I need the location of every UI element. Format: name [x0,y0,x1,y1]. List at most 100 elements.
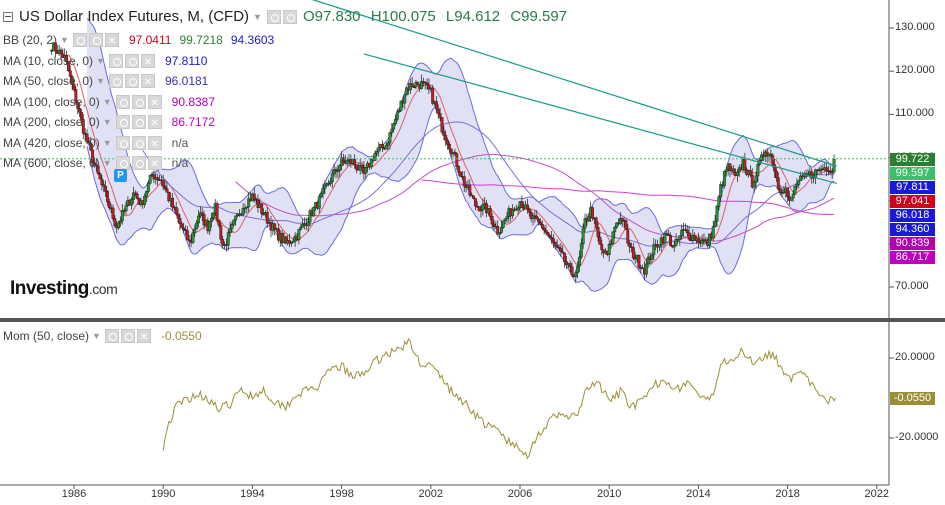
chevron-down-icon[interactable]: ▼ [102,137,112,148]
candle-body [358,165,362,171]
candle-body [492,223,496,227]
candle-body [152,174,156,180]
settings-icon[interactable] [115,156,130,170]
chevron-down-icon[interactable]: ▼ [102,96,112,107]
candle-body [243,207,247,210]
candle-body [527,209,531,213]
candle-body [579,243,583,258]
candle-body [133,192,137,195]
candle-body [665,233,669,235]
eye-icon[interactable] [131,156,146,170]
candle-body [505,216,509,220]
symbol-title[interactable]: US Dollar Index Futures, M, (CFD) [19,8,250,25]
candle-body [473,198,477,207]
chevron-down-icon[interactable]: ▼ [102,117,112,127]
eye-icon[interactable] [88,33,103,47]
settings-icon[interactable] [104,329,119,343]
indicator-label[interactable]: MA (10, close, 0) [3,53,94,68]
close-icon[interactable] [147,114,162,129]
candle-body [360,165,364,168]
candle-body [786,187,790,197]
candle-body [769,153,773,156]
chevron-down-icon[interactable]: ▼ [253,11,262,22]
chevron-down-icon[interactable]: ▼ [96,55,105,66]
candle-body [717,196,721,207]
close-icon[interactable] [136,328,151,343]
candle-body [353,159,357,166]
candle-body [672,244,676,248]
collapse-icon[interactable] [3,11,13,22]
candle-body [581,227,585,244]
candle-body [583,218,587,229]
eye-icon[interactable] [282,9,297,24]
close-icon[interactable] [104,32,119,47]
candle-body [221,238,225,246]
candle-body [421,81,425,83]
candle-body [87,141,91,144]
candle-body [791,193,795,199]
candle-body [146,182,150,192]
close-icon[interactable] [147,135,162,150]
eye-icon[interactable] [131,94,146,109]
close-icon[interactable] [147,155,162,170]
trendlines[interactable] [252,0,837,184]
settings-icon[interactable] [115,115,130,129]
open-value: O97.830 [302,8,361,25]
eye-icon[interactable] [131,115,146,129]
close-value: C99.597 [510,8,568,25]
eye-icon[interactable] [131,135,146,150]
settings-icon[interactable] [108,74,123,88]
chevron-down-icon[interactable]: ▼ [102,158,112,168]
event-marker-icon[interactable]: P [114,169,127,182]
candle-body [499,227,503,233]
candle-body [719,184,723,198]
candle-body [574,272,578,277]
indicator-label[interactable]: MA (200, close, 0) [3,115,100,129]
settings-icon[interactable] [115,94,130,109]
indicator-label[interactable]: MA (420, close, 0) [3,135,100,150]
settings-icon[interactable] [72,33,87,47]
indicator-label[interactable]: MA (100, close, 0) [3,94,100,109]
candle-body [156,177,160,180]
indicator-label[interactable]: MA (50, close, 0) [3,74,94,88]
candle-body [652,244,656,256]
chevron-down-icon[interactable]: ▼ [96,76,105,86]
close-icon[interactable] [140,53,155,68]
candle-body [516,207,520,211]
momentum-label[interactable]: Mom (50, close) [3,329,90,343]
eye-icon[interactable] [124,53,139,68]
indicator-label[interactable]: BB (20, 2) [3,33,58,47]
ma-line [235,153,835,242]
candle-body [130,199,134,206]
eye-icon[interactable] [124,74,139,88]
candle-body [724,169,728,172]
close-icon[interactable] [140,73,155,88]
indicator-value: 97.8110 [164,53,208,68]
chevron-down-icon[interactable]: ▼ [60,35,69,45]
candle-body [392,123,396,130]
candle-body [397,110,401,112]
candle-body [254,199,258,201]
indicator-label[interactable]: MA (600, close, 0) [3,156,100,170]
indicator-legend-row: MA (100, close, 0)▼ 90.8387 [0,92,215,112]
close-icon[interactable] [147,94,162,109]
candle-body [265,212,269,224]
candle-body [96,165,100,174]
price-tag: 94.360 [890,222,935,236]
settings-icon[interactable] [108,53,123,68]
candle-body [373,152,377,161]
candle-body [145,191,148,197]
candle-body [76,102,80,109]
candle-body [598,236,602,245]
chevron-down-icon[interactable]: ▼ [92,331,101,341]
candle-body [420,81,423,89]
candle-body [496,225,500,235]
settings-icon[interactable] [115,135,130,150]
settings-icon[interactable] [266,9,281,24]
candle-body [425,82,429,86]
candle-body [479,209,483,212]
indicator-value: 94.3603 [230,33,275,47]
eye-icon[interactable] [120,329,135,343]
price-tag: 97.811 [890,180,935,194]
